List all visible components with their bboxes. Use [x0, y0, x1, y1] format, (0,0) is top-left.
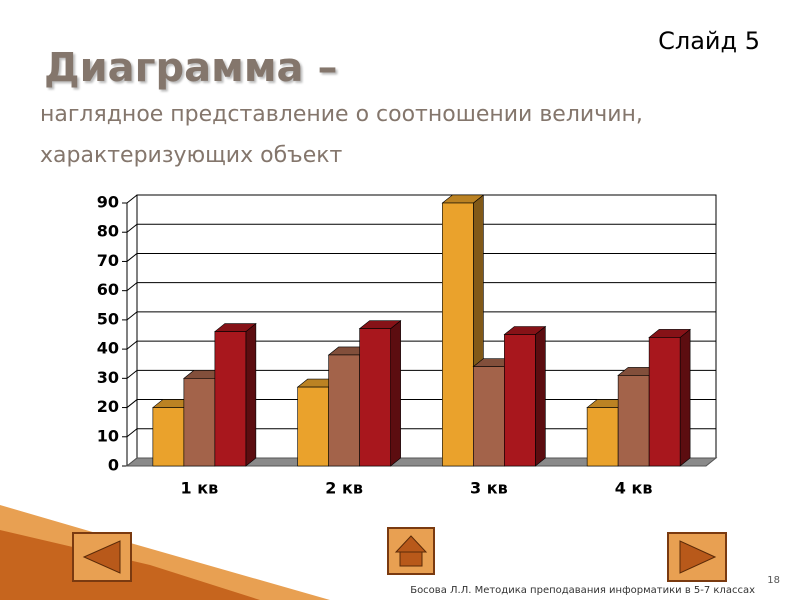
y-tick-label: 90	[97, 193, 119, 212]
bar	[648, 337, 681, 467]
title: Диаграмма –	[44, 45, 337, 91]
bar	[183, 378, 216, 467]
y-tick-label: 30	[97, 368, 119, 387]
grid-line	[126, 282, 138, 292]
nav-next[interactable]	[667, 532, 727, 582]
grid-line	[126, 194, 138, 204]
x-tick-label: 3 кв	[470, 479, 508, 498]
y-tick-label: 70	[97, 251, 119, 270]
bar	[473, 366, 505, 467]
y-tick-label: 50	[97, 309, 119, 328]
grid-line	[126, 340, 138, 350]
grid-line	[126, 223, 138, 233]
bar-side	[390, 320, 401, 467]
slide-label: Слайд 5	[658, 27, 760, 55]
bar	[328, 354, 360, 467]
grid-line	[126, 369, 138, 379]
bar	[359, 328, 391, 467]
bar	[586, 407, 619, 467]
nav-home[interactable]	[387, 527, 435, 575]
x-tick-label: 4 кв	[615, 479, 653, 498]
bar	[214, 331, 247, 467]
subtitle: наглядное представление о соотношении ве…	[40, 102, 643, 127]
y-tick-label: 0	[108, 456, 119, 475]
y-tick-label: 10	[97, 426, 119, 445]
bar-side	[535, 325, 546, 467]
bar-side	[245, 322, 257, 467]
grid-line	[126, 399, 138, 408]
y-tick-label: 60	[97, 280, 119, 299]
chart: 0 10 20 30 40 50 60 70 80 90 1 кв 2 кв 3 кв 4 кв	[97, 193, 718, 498]
x-tick-label: 2 кв	[325, 479, 363, 498]
grid-line	[126, 253, 138, 262]
y-tick-label: 80	[97, 222, 119, 241]
bar	[504, 334, 536, 467]
page-number: 18	[767, 575, 780, 586]
grid-line	[126, 428, 138, 438]
y-tick-label: 40	[97, 339, 119, 358]
bar-side	[679, 328, 691, 467]
bar	[617, 375, 650, 467]
y-tick-label: 20	[97, 397, 119, 416]
subtitle: характеризующих объект	[40, 143, 343, 168]
footer: Босова Л.Л. Методика преподавания информ…	[410, 585, 755, 596]
bar	[152, 407, 185, 467]
bar	[442, 202, 474, 467]
grid-line	[126, 311, 138, 321]
nav-prev[interactable]	[72, 532, 132, 582]
bar	[297, 386, 329, 467]
x-tick-label: 1 кв	[181, 479, 219, 498]
